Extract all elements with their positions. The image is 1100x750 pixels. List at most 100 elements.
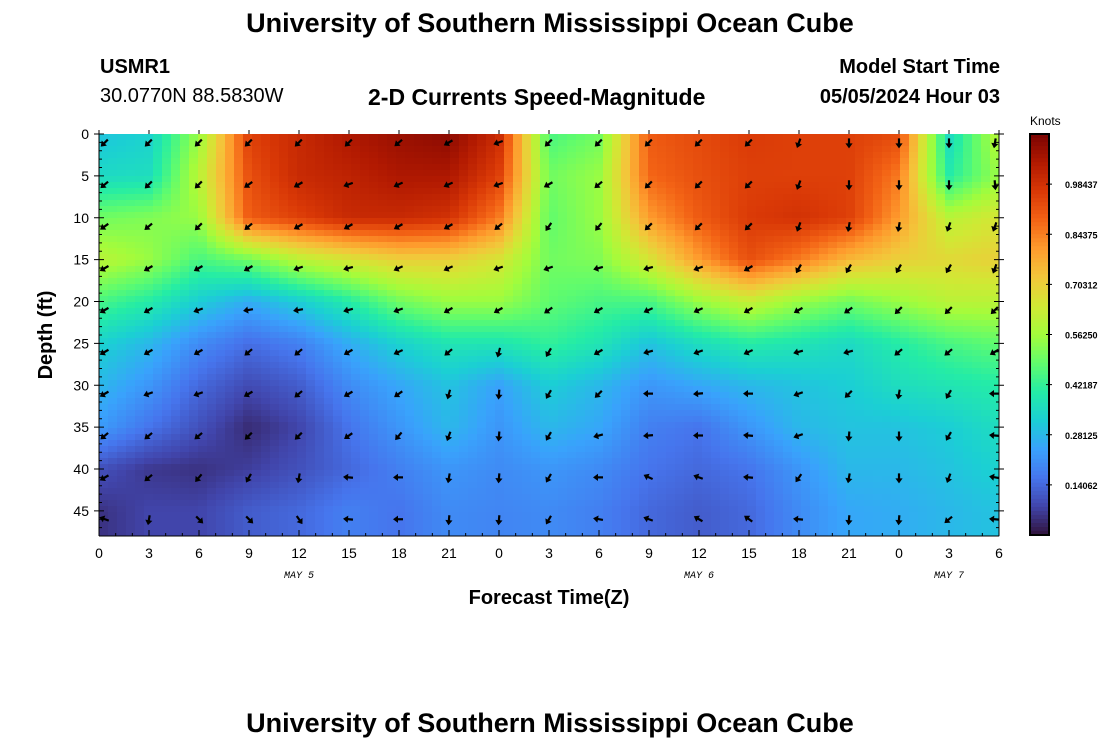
heatmap-cell xyxy=(954,158,964,165)
heatmap-cell xyxy=(738,272,748,279)
heatmap-cell xyxy=(819,236,829,243)
heatmap-cell xyxy=(513,296,523,303)
heatmap-cell xyxy=(171,278,181,285)
heatmap-cell xyxy=(774,410,784,417)
heatmap-cell xyxy=(468,344,478,351)
heatmap-cell xyxy=(567,344,577,351)
heatmap-cell xyxy=(774,386,784,393)
heatmap-cell xyxy=(918,356,928,363)
heatmap-cell xyxy=(774,158,784,165)
heatmap-cell xyxy=(585,362,595,369)
heatmap-cell xyxy=(108,230,118,237)
heatmap-cell xyxy=(891,176,901,183)
heatmap-cell xyxy=(522,374,532,381)
heatmap-cell xyxy=(459,146,469,153)
heatmap-cell xyxy=(729,392,739,399)
heatmap-cell xyxy=(270,296,280,303)
heatmap-cell xyxy=(135,194,145,201)
heatmap-cell xyxy=(576,242,586,249)
heatmap-cell xyxy=(900,242,910,249)
heatmap-cell xyxy=(972,338,982,345)
heatmap-cell xyxy=(108,398,118,405)
heatmap-cell xyxy=(216,176,226,183)
heatmap-cell xyxy=(882,134,892,141)
heatmap-cell xyxy=(783,236,793,243)
heatmap-cell xyxy=(954,266,964,273)
heatmap-cell xyxy=(639,332,649,339)
heatmap-cell xyxy=(441,428,451,435)
heatmap-cell xyxy=(423,242,433,249)
heatmap-cell xyxy=(810,242,820,249)
heatmap-cell xyxy=(558,308,568,315)
heatmap-cell xyxy=(990,158,1000,165)
heatmap-cell xyxy=(612,386,622,393)
heatmap-cell xyxy=(864,266,874,273)
heatmap-cell xyxy=(729,386,739,393)
heatmap-cell xyxy=(648,314,658,321)
heatmap-cell xyxy=(144,230,154,237)
heatmap-cell xyxy=(828,392,838,399)
heatmap-cell xyxy=(108,260,118,267)
heatmap-cell xyxy=(675,224,685,231)
heatmap-cell xyxy=(414,194,424,201)
heatmap-cell xyxy=(135,164,145,171)
heatmap-cell xyxy=(927,290,937,297)
heatmap-cell xyxy=(603,374,613,381)
heatmap-cell xyxy=(567,392,577,399)
heatmap-cell xyxy=(954,368,964,375)
heatmap-cell xyxy=(351,416,361,423)
heatmap-cell xyxy=(423,152,433,159)
heatmap-cell xyxy=(765,428,775,435)
heatmap-cell xyxy=(405,380,415,387)
heatmap-cell xyxy=(864,182,874,189)
heatmap-cell xyxy=(945,236,955,243)
heatmap-cell xyxy=(387,428,397,435)
heatmap-cell xyxy=(126,332,136,339)
heatmap-cell xyxy=(288,428,298,435)
heatmap-cell xyxy=(360,236,370,243)
heatmap-cell xyxy=(486,338,496,345)
heatmap-cell xyxy=(873,284,883,291)
heatmap-cell xyxy=(738,140,748,147)
heatmap-cell xyxy=(819,182,829,189)
heatmap-cell xyxy=(252,152,262,159)
heatmap-cell xyxy=(171,392,181,399)
heatmap-cell xyxy=(810,350,820,357)
heatmap-cell xyxy=(153,386,163,393)
heatmap-cell xyxy=(504,290,514,297)
heatmap-cell xyxy=(324,212,334,219)
heatmap-cell xyxy=(351,230,361,237)
heatmap-cell xyxy=(324,260,334,267)
heatmap-cell xyxy=(486,386,496,393)
heatmap-cell xyxy=(909,416,919,423)
heatmap-cell xyxy=(603,368,613,375)
heatmap-cell xyxy=(225,332,235,339)
heatmap-cell xyxy=(342,194,352,201)
heatmap-cell xyxy=(756,170,766,177)
heatmap-cell xyxy=(360,320,370,327)
heatmap-cell xyxy=(108,170,118,177)
heatmap-cell xyxy=(234,410,244,417)
heatmap-cell xyxy=(162,326,172,333)
heatmap-cell xyxy=(99,272,109,279)
heatmap-cell xyxy=(585,338,595,345)
heatmap-cell xyxy=(585,290,595,297)
heatmap-cell xyxy=(756,200,766,207)
heatmap-cell xyxy=(702,194,712,201)
heatmap-cell xyxy=(504,284,514,291)
heatmap-cell xyxy=(153,356,163,363)
heatmap-cell xyxy=(603,404,613,411)
heatmap-cell xyxy=(828,152,838,159)
heatmap-cell xyxy=(486,368,496,375)
heatmap-cell xyxy=(873,176,883,183)
heatmap-cell xyxy=(369,314,379,321)
heatmap-cell xyxy=(756,410,766,417)
heatmap-cell xyxy=(855,146,865,153)
heatmap-cell xyxy=(585,158,595,165)
heatmap-cell xyxy=(612,344,622,351)
heatmap-cell xyxy=(135,386,145,393)
heatmap-cell xyxy=(765,380,775,387)
heatmap-cell xyxy=(909,308,919,315)
heatmap-cell xyxy=(225,392,235,399)
heatmap-cell xyxy=(459,368,469,375)
